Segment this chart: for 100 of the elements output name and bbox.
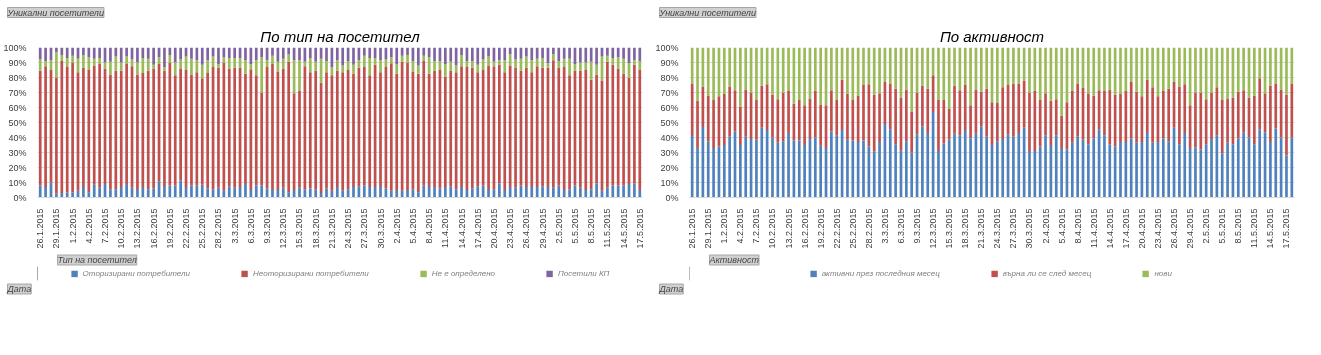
bar [109, 61, 112, 75]
bar [894, 47, 897, 89]
x-tick-label: 5.4.2015 [407, 208, 418, 244]
bar [1226, 47, 1229, 99]
bar [1178, 47, 1181, 87]
bar [947, 47, 951, 109]
bar [416, 192, 420, 198]
x-tick-label: 29.4.2015 [537, 208, 548, 249]
bar [1274, 83, 1278, 129]
bar [1269, 47, 1272, 86]
bar [308, 58, 312, 73]
bar [152, 47, 155, 65]
bar [71, 55, 74, 63]
bar [352, 187, 355, 198]
bar [460, 66, 463, 187]
bar [179, 68, 182, 181]
bar [787, 91, 790, 133]
bar [633, 64, 636, 184]
bar [254, 75, 258, 186]
bar [335, 70, 339, 187]
bar [728, 86, 731, 137]
bar [1108, 144, 1112, 198]
bar [281, 68, 285, 188]
bar [835, 100, 839, 136]
x-tick-label: 13.2.2015 [132, 208, 143, 249]
bar [985, 47, 988, 89]
bar [947, 139, 951, 198]
bar [557, 185, 561, 198]
bar [287, 47, 291, 55]
bar [287, 54, 291, 62]
bar [44, 187, 47, 198]
bar [1028, 151, 1031, 198]
x-tick-label: 10.2.2015 [116, 208, 127, 249]
bar [830, 90, 833, 132]
x-tick-label: 22.2.2015 [831, 208, 842, 249]
bar [584, 47, 588, 63]
bar [606, 47, 609, 56]
bar [696, 47, 699, 101]
x-tick-label: 30.3.2015 [1024, 208, 1035, 249]
bar [1274, 47, 1278, 84]
bar [706, 47, 710, 96]
bar [568, 189, 571, 198]
bar [771, 137, 774, 198]
bar [82, 187, 85, 198]
bar [1151, 87, 1154, 143]
bar [595, 183, 598, 198]
bar [963, 130, 967, 198]
bar [1220, 100, 1224, 154]
bar [942, 100, 946, 144]
bar [1290, 47, 1294, 84]
bar [168, 62, 172, 186]
bar [508, 47, 512, 55]
bar [1253, 144, 1256, 198]
bar [498, 47, 501, 61]
bar [389, 63, 393, 191]
bar [470, 47, 474, 61]
bar [712, 47, 715, 100]
bar [638, 61, 642, 70]
bar [1290, 83, 1294, 138]
bar [846, 94, 849, 140]
x-tick-label: 20.4.2015 [488, 208, 499, 249]
bar [1269, 85, 1272, 142]
bar [119, 47, 123, 63]
bar [260, 47, 264, 58]
bar [755, 139, 758, 198]
bar [470, 67, 474, 189]
bar [190, 185, 193, 198]
bar [541, 186, 544, 198]
bar [595, 74, 598, 184]
x-tick-label: 26.1.2015 [687, 208, 698, 249]
x-tick-label: 1.2.2015 [719, 208, 730, 244]
x-tick-label: 2.4.2015 [1040, 208, 1051, 244]
bar [690, 47, 694, 84]
bar [819, 47, 823, 105]
bar [114, 189, 118, 198]
bar [1242, 132, 1245, 198]
bar [514, 47, 517, 60]
bar [819, 104, 823, 146]
bar [1167, 47, 1171, 89]
bar [406, 47, 409, 55]
bar [98, 187, 101, 198]
bar [1226, 142, 1229, 198]
bar [633, 60, 636, 65]
bar [389, 47, 393, 58]
bar [744, 136, 748, 198]
x-tick-label: 16.2.2015 [148, 208, 159, 249]
bar [71, 192, 74, 198]
bar [781, 92, 785, 142]
bar [487, 56, 490, 66]
bar [633, 183, 636, 198]
bar [314, 70, 318, 190]
bar [1038, 47, 1042, 100]
bar [1242, 90, 1245, 133]
bar [325, 47, 328, 61]
bar [985, 136, 988, 198]
bar [503, 47, 507, 61]
bar [1092, 47, 1096, 96]
bar [633, 47, 636, 61]
y-tick-label: 0% [13, 192, 27, 203]
bar [503, 72, 507, 190]
